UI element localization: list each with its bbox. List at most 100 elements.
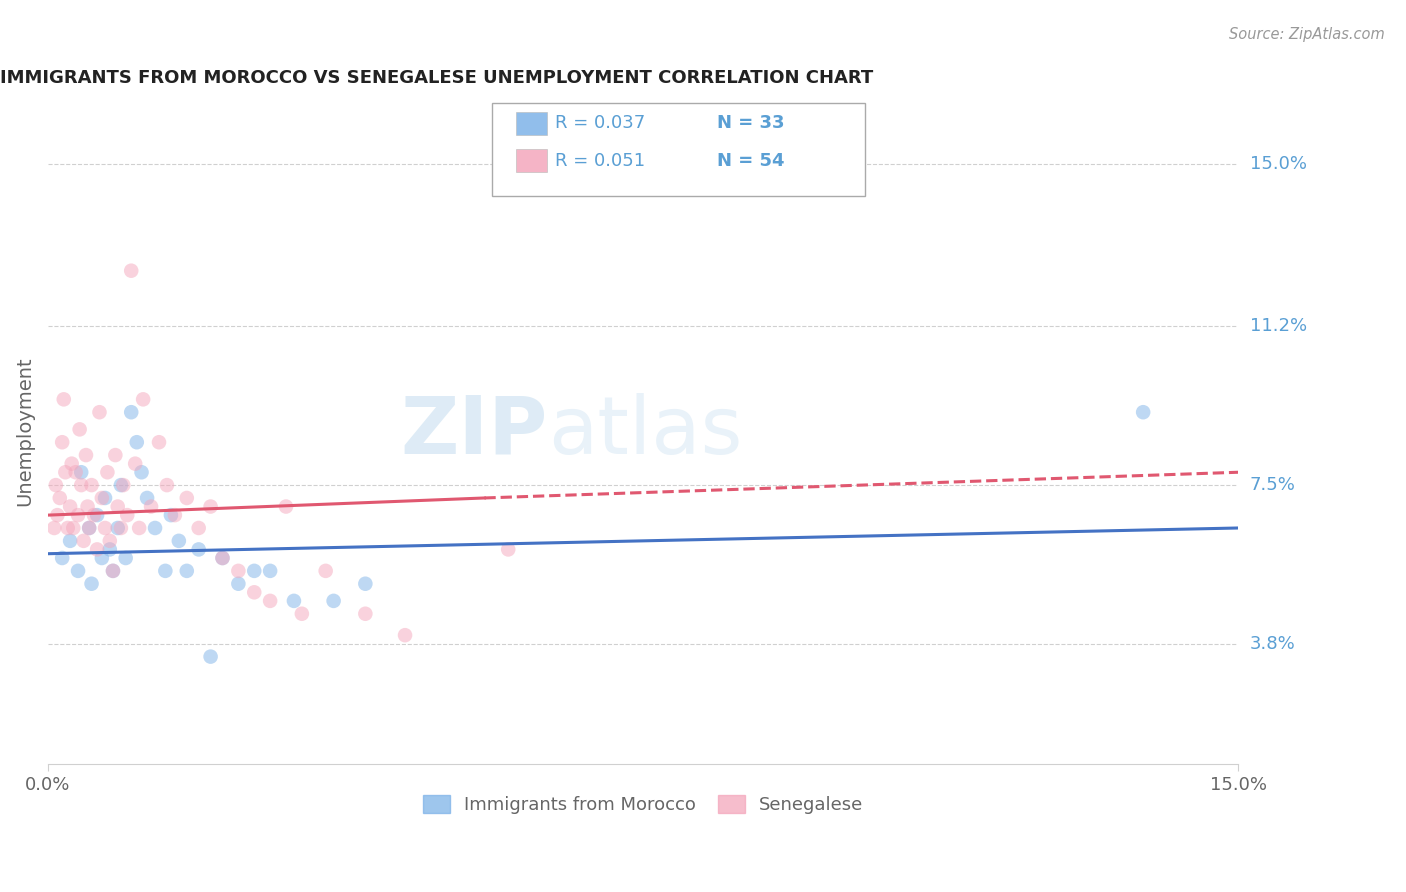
Point: [160, 508, 183, 522]
Point: [96, 465, 118, 479]
Point: [62, 521, 84, 535]
Point: [70, 465, 93, 479]
Point: [274, 500, 297, 514]
Text: N = 33: N = 33: [717, 114, 785, 132]
Point: [120, 405, 142, 419]
Point: [112, 478, 135, 492]
Point: [148, 435, 170, 450]
Point: [124, 457, 146, 471]
Point: [67, 564, 90, 578]
Text: R = 0.051: R = 0.051: [555, 152, 645, 169]
Point: [394, 628, 416, 642]
Point: [200, 649, 222, 664]
Text: 11.2%: 11.2%: [1250, 318, 1306, 335]
Point: [44, 521, 66, 535]
Point: [107, 500, 129, 514]
Point: [132, 392, 155, 407]
Point: [114, 551, 136, 566]
Text: Source: ZipAtlas.com: Source: ZipAtlas.com: [1229, 27, 1385, 42]
Point: [120, 263, 142, 277]
Point: [243, 585, 266, 599]
Text: N = 54: N = 54: [717, 152, 785, 169]
Point: [59, 533, 82, 548]
Point: [60, 457, 83, 471]
Point: [163, 508, 186, 522]
Point: [128, 521, 150, 535]
Point: [167, 533, 190, 548]
Point: [52, 392, 75, 407]
Point: [496, 542, 519, 557]
Point: [77, 521, 100, 535]
Text: IMMIGRANTS FROM MOROCCO VS SENEGALESE UNEMPLOYMENT CORRELATION CHART: IMMIGRANTS FROM MOROCCO VS SENEGALESE UN…: [0, 69, 873, 87]
Point: [354, 607, 377, 621]
Point: [83, 508, 105, 522]
Point: [155, 564, 177, 578]
Point: [315, 564, 337, 578]
Point: [94, 521, 117, 535]
Point: [56, 521, 79, 535]
Point: [125, 435, 148, 450]
Point: [283, 594, 305, 608]
Point: [187, 542, 209, 557]
Point: [117, 508, 139, 522]
Point: [77, 521, 100, 535]
Point: [69, 422, 91, 436]
Point: [243, 564, 266, 578]
Point: [67, 508, 90, 522]
Point: [70, 478, 93, 492]
Point: [211, 551, 233, 566]
Point: [143, 521, 166, 535]
Point: [45, 478, 67, 492]
Point: [76, 500, 98, 514]
Point: [107, 521, 129, 535]
Point: [200, 500, 222, 514]
Text: ZIP: ZIP: [401, 392, 548, 470]
Point: [86, 542, 108, 557]
Point: [136, 491, 159, 505]
Point: [101, 564, 124, 578]
Point: [51, 551, 73, 566]
Y-axis label: Unemployment: Unemployment: [15, 357, 34, 507]
Point: [104, 448, 127, 462]
Point: [176, 491, 198, 505]
Text: 7.5%: 7.5%: [1250, 476, 1295, 494]
Point: [80, 478, 103, 492]
Point: [94, 491, 117, 505]
Point: [259, 564, 281, 578]
Point: [90, 551, 112, 566]
Point: [75, 448, 97, 462]
Point: [291, 607, 314, 621]
Text: 3.8%: 3.8%: [1250, 635, 1295, 653]
Point: [101, 564, 124, 578]
Point: [46, 508, 69, 522]
Point: [98, 533, 121, 548]
Point: [80, 576, 103, 591]
Point: [176, 564, 198, 578]
Point: [131, 465, 153, 479]
Point: [259, 594, 281, 608]
Point: [89, 405, 111, 419]
Point: [156, 478, 179, 492]
Legend: Immigrants from Morocco, Senegalese: Immigrants from Morocco, Senegalese: [416, 788, 870, 822]
Point: [59, 500, 82, 514]
Point: [110, 478, 132, 492]
Point: [354, 576, 377, 591]
Point: [98, 542, 121, 557]
Point: [65, 465, 87, 479]
Point: [51, 435, 73, 450]
Point: [1132, 405, 1154, 419]
Point: [228, 564, 250, 578]
Point: [228, 576, 250, 591]
Text: R = 0.037: R = 0.037: [555, 114, 645, 132]
Point: [110, 521, 132, 535]
Point: [322, 594, 344, 608]
Point: [86, 508, 108, 522]
Point: [139, 500, 162, 514]
Point: [72, 533, 94, 548]
Point: [53, 465, 76, 479]
Point: [90, 491, 112, 505]
Point: [187, 521, 209, 535]
Point: [211, 551, 233, 566]
Text: 15.0%: 15.0%: [1250, 154, 1306, 172]
Text: atlas: atlas: [548, 392, 742, 470]
